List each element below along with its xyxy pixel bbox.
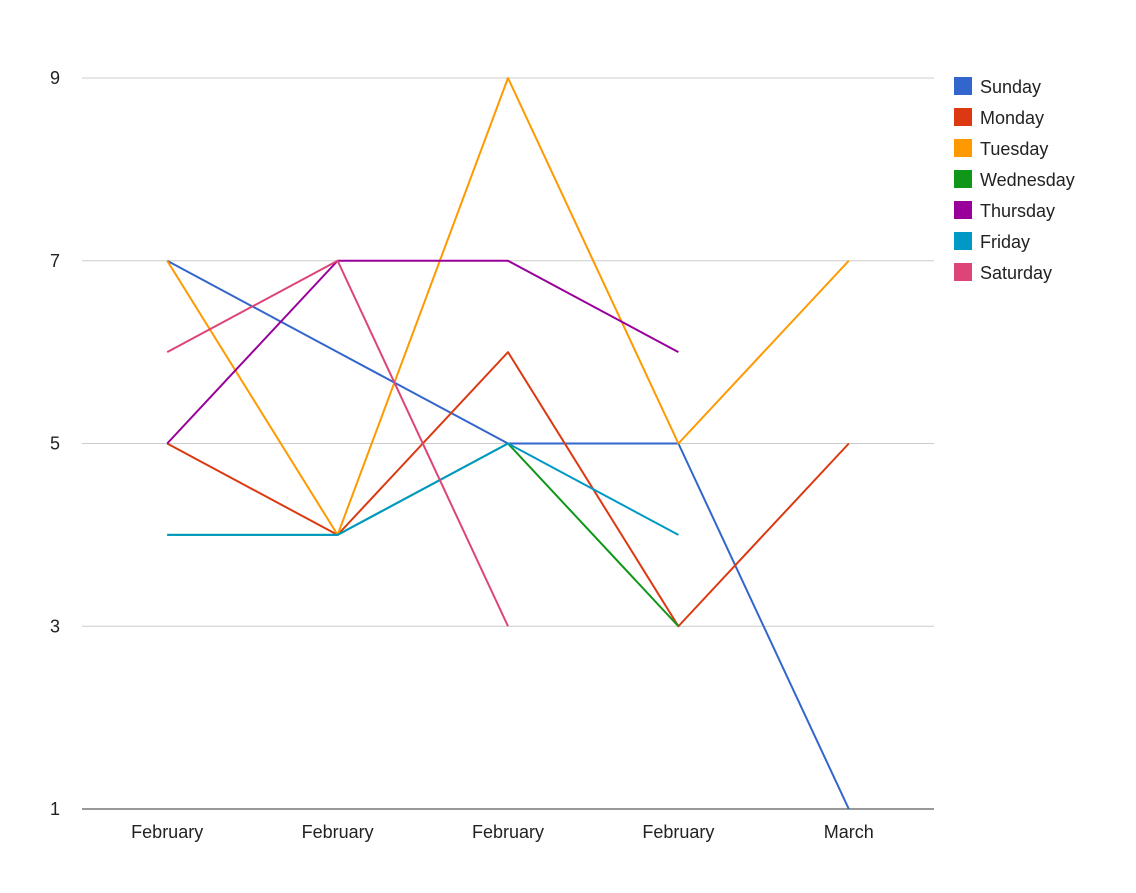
legend-swatch-tuesday bbox=[954, 139, 972, 157]
axes: 1 3 5 7 9 February February February February Mar… bbox=[50, 68, 934, 842]
legend-swatch-thursday bbox=[954, 201, 972, 219]
x-tick-label: March bbox=[824, 822, 874, 842]
y-tick-label: 9 bbox=[50, 68, 60, 88]
series-lines bbox=[166, 77, 850, 810]
legend-label-tuesday: Tuesday bbox=[980, 139, 1048, 159]
x-tick-label: February bbox=[131, 822, 203, 842]
y-tick-label: 3 bbox=[50, 616, 60, 636]
series-line-tuesday bbox=[166, 77, 850, 536]
series-line-thursday bbox=[166, 259, 679, 445]
series-line-friday bbox=[167, 442, 679, 536]
legend-label-sunday: Sunday bbox=[980, 77, 1041, 97]
legend-swatch-monday bbox=[954, 108, 972, 126]
y-tick-label: 1 bbox=[50, 799, 60, 819]
series-line-monday bbox=[166, 351, 850, 628]
x-tick-label: February bbox=[472, 822, 544, 842]
legend-label-saturday: Saturday bbox=[980, 263, 1052, 283]
legend-swatch-friday bbox=[954, 232, 972, 250]
y-tick-label: 5 bbox=[50, 434, 60, 454]
legend-label-wednesday: Wednesday bbox=[980, 170, 1075, 190]
series-line-saturday bbox=[166, 259, 509, 627]
y-tick-label: 7 bbox=[50, 251, 60, 271]
legend: Sunday Monday Tuesday Wednesday Thursday Frid… bbox=[954, 77, 1075, 283]
legend-label-thursday: Thursday bbox=[980, 201, 1055, 221]
x-tick-label: February bbox=[302, 822, 374, 842]
legend-swatch-saturday bbox=[954, 263, 972, 281]
x-tick-label: February bbox=[642, 822, 714, 842]
legend-swatch-sunday bbox=[954, 77, 972, 95]
legend-label-monday: Monday bbox=[980, 108, 1044, 128]
legend-label-friday: Friday bbox=[980, 232, 1030, 252]
legend-swatch-wednesday bbox=[954, 170, 972, 188]
